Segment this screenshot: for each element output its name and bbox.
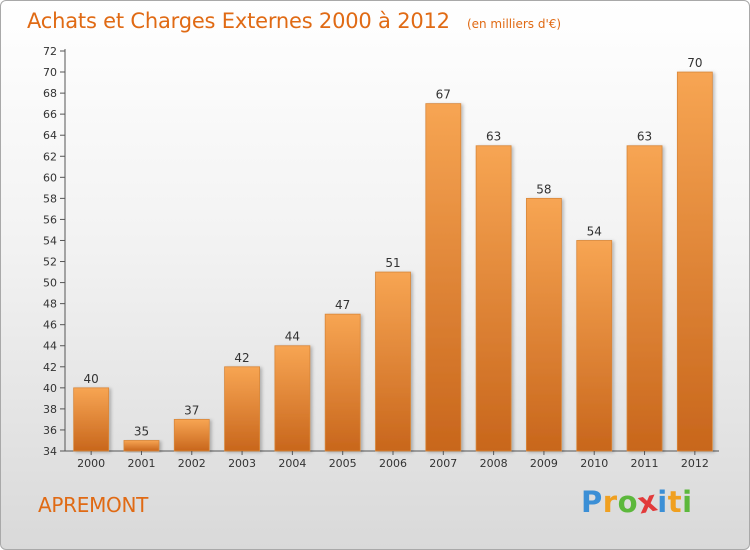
proxiti-logo: Proxiti	[581, 483, 693, 520]
x-tick-label: 2002	[178, 457, 206, 470]
data-label: 63	[637, 130, 652, 144]
y-tick-label: 34	[43, 445, 57, 458]
x-tick-label: 2008	[480, 457, 508, 470]
bar	[375, 271, 411, 452]
y-tick-label: 60	[43, 171, 57, 184]
logo-letter: t	[667, 485, 683, 519]
chart-subtitle: (en milliers d'€)	[466, 17, 562, 31]
data-label: 40	[84, 372, 99, 386]
y-tick-label: 56	[43, 213, 57, 226]
data-label: 54	[587, 224, 602, 238]
data-label: 37	[184, 403, 199, 417]
bar	[425, 103, 462, 452]
chart-title-wrap: Achats et Charges Externes 2000 à 2012 (…	[27, 9, 561, 33]
data-label: 70	[687, 56, 702, 70]
y-tick-label: 44	[43, 340, 57, 353]
data-label: 42	[234, 351, 249, 365]
data-label: 67	[436, 88, 451, 102]
y-tick-label: 58	[43, 192, 57, 205]
x-tick-label: 2001	[127, 457, 155, 470]
bar	[475, 145, 512, 452]
data-label: 35	[134, 424, 149, 438]
x-tick-label: 2011	[631, 457, 659, 470]
bar	[626, 145, 663, 452]
y-tick-label: 40	[43, 382, 57, 395]
y-tick-label: 64	[43, 129, 57, 142]
place-name: APREMONT	[38, 493, 149, 517]
y-tick-label: 68	[43, 87, 57, 100]
bar	[224, 366, 260, 452]
data-label: 51	[385, 256, 400, 270]
bar	[576, 240, 613, 452]
data-label: 47	[335, 298, 350, 312]
bar	[73, 387, 110, 452]
data-label: 58	[536, 182, 551, 196]
bar	[123, 440, 160, 452]
bar	[526, 197, 562, 452]
x-tick-label: 2004	[278, 457, 306, 470]
data-label: 44	[285, 330, 300, 344]
logo-letter: r	[602, 485, 618, 519]
bar	[274, 345, 311, 452]
x-tick-label: 2009	[530, 457, 558, 470]
x-tick-label: 2003	[228, 457, 256, 470]
y-tick-label: 36	[43, 424, 57, 437]
y-tick-label: 38	[43, 403, 57, 416]
bar	[173, 419, 210, 452]
x-tick-label: 2000	[77, 457, 105, 470]
data-label: 63	[486, 130, 501, 144]
y-tick-label: 52	[43, 256, 57, 269]
y-tick-label: 42	[43, 361, 57, 374]
y-tick-label: 46	[43, 319, 57, 332]
x-tick-label: 2010	[580, 457, 608, 470]
logo-letter: P	[581, 485, 603, 519]
x-tick-label: 2006	[379, 457, 407, 470]
y-tick-label: 72	[43, 45, 57, 58]
y-tick-label: 50	[43, 277, 57, 290]
y-tick-label: 62	[43, 150, 57, 163]
y-tick-label: 66	[43, 108, 57, 121]
y-tick-label: 70	[43, 66, 57, 79]
bar	[324, 313, 361, 452]
x-tick-label: 2012	[681, 457, 709, 470]
logo-letter: o	[617, 485, 639, 519]
logo-letter: i	[682, 485, 693, 519]
chart-title: Achats et Charges Externes 2000 à 2012	[27, 9, 450, 33]
logo-letter: i	[657, 485, 668, 519]
y-tick-label: 54	[43, 234, 57, 247]
y-tick-label: 48	[43, 298, 57, 311]
x-tick-label: 2007	[429, 457, 457, 470]
bar	[676, 71, 713, 452]
x-tick-label: 2005	[329, 457, 357, 470]
